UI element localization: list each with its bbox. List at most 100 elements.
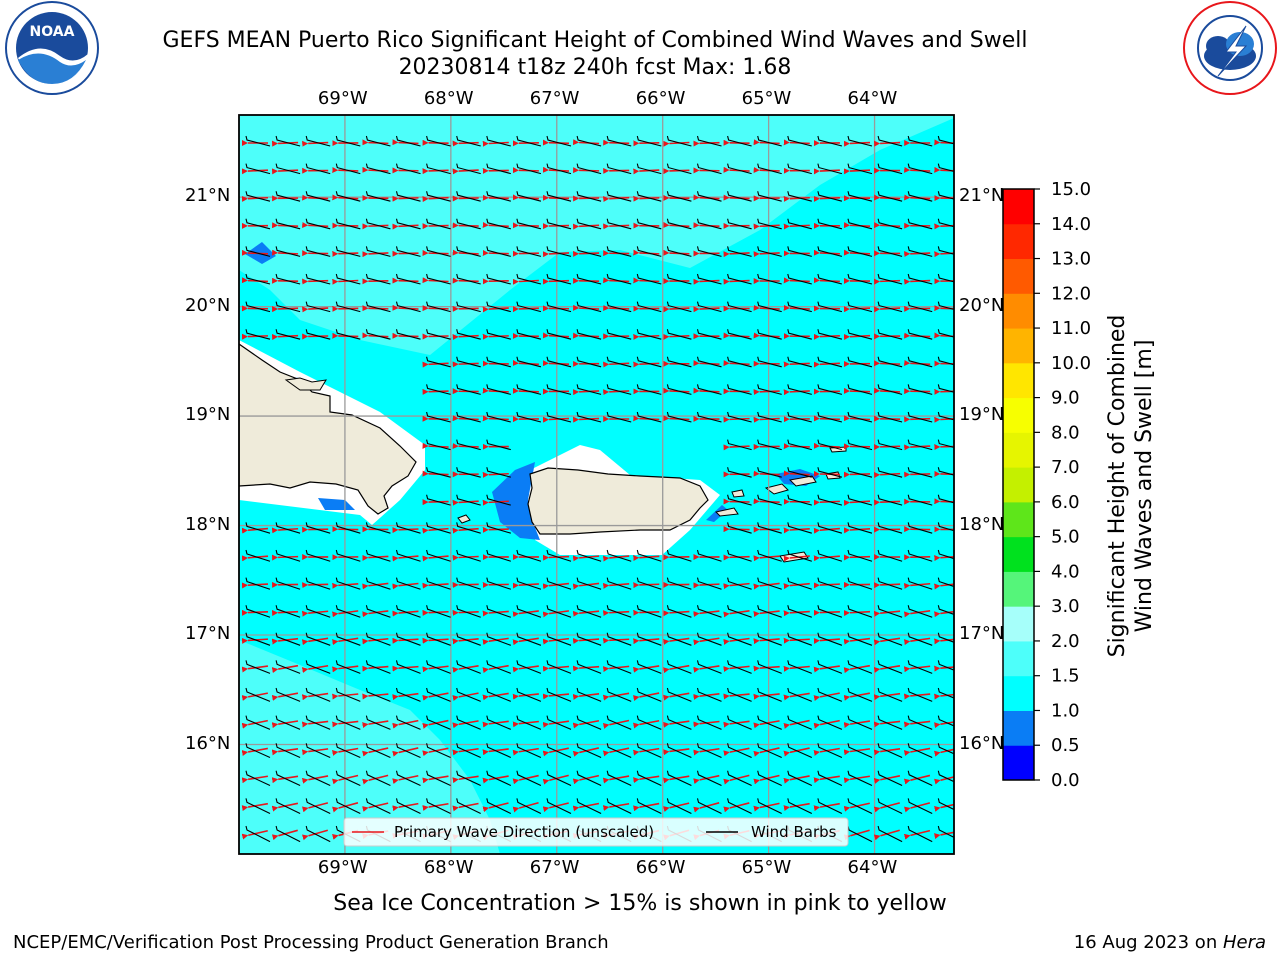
wind-barb — [395, 549, 421, 562]
wave-direction-arrow — [603, 610, 630, 617]
wind-barb — [907, 273, 933, 285]
wave-direction-arrow — [482, 775, 509, 784]
wind-barb — [817, 770, 843, 787]
wind-barb — [817, 743, 843, 758]
wind-barb — [757, 273, 782, 285]
wind-barb — [787, 715, 813, 730]
wind-barb — [395, 163, 421, 175]
wind-barb — [666, 687, 692, 702]
wind-barb — [877, 301, 903, 313]
wind-barb — [937, 770, 954, 783]
wave-direction-arrow — [813, 775, 840, 784]
wave-direction-arrow — [934, 803, 954, 812]
wind-barb — [937, 273, 954, 283]
colorbar-bin — [1003, 501, 1034, 538]
wave-direction-arrow — [934, 583, 954, 590]
wind-barb — [757, 798, 782, 815]
wind-barb — [666, 798, 692, 815]
wind-barb — [305, 798, 331, 815]
wind-barb — [727, 632, 752, 646]
wind-barb — [305, 135, 331, 147]
lat-left-tick: 19°N — [185, 404, 231, 426]
wind-barb — [305, 715, 331, 730]
wind-barb — [817, 191, 843, 202]
noaa-logo-text: NOAA — [30, 24, 75, 40]
wave-direction-arrow — [813, 747, 840, 756]
wind-barb — [456, 191, 481, 202]
wind-barb — [727, 577, 752, 590]
wind-barb — [727, 411, 752, 423]
wave-direction-arrow — [482, 664, 509, 674]
wave-direction-arrow — [512, 774, 539, 785]
contour-1.5-2.0-main — [239, 115, 954, 355]
wave-direction-arrow — [633, 747, 660, 756]
wave-direction-arrow — [241, 692, 268, 701]
colorbar-bin — [1003, 258, 1034, 294]
wind-barb — [877, 577, 903, 590]
wind-barb — [907, 384, 933, 395]
wave-direction-arrow — [934, 721, 954, 729]
wind-barb — [877, 687, 903, 702]
wave-direction-arrow — [783, 802, 810, 812]
wind-barb — [666, 632, 692, 646]
wave-direction-arrow — [693, 720, 720, 728]
wind-barb — [636, 549, 662, 562]
colorbar-tick-label: 11.0 — [1051, 318, 1091, 339]
wind-barb — [546, 549, 572, 562]
wind-barb — [606, 770, 632, 787]
wind-barb — [486, 687, 512, 702]
wind-barb — [666, 549, 692, 562]
wind-barb — [757, 632, 782, 646]
wind-barb — [546, 605, 572, 618]
wind-barb — [847, 467, 873, 478]
wind-barb — [486, 135, 511, 147]
wind-barb — [395, 329, 421, 340]
wind-barb — [817, 246, 843, 257]
wind-barb — [696, 687, 722, 702]
wind-barb — [847, 273, 873, 285]
wave-direction-arrow — [602, 802, 630, 811]
wave-direction-arrow — [241, 775, 269, 784]
wave-direction-arrow — [452, 638, 479, 645]
wind-barb — [877, 632, 903, 646]
wind-barb — [787, 577, 812, 590]
colorbar-bin — [1003, 467, 1034, 503]
wave-direction-arrow — [512, 693, 539, 700]
wind-barb — [606, 660, 632, 674]
wave-direction-arrow — [633, 692, 660, 701]
wave-direction-arrow — [241, 802, 268, 812]
wave-direction-arrow — [572, 719, 600, 729]
wind-barb — [727, 246, 752, 257]
wave-direction-arrow — [633, 802, 660, 812]
colorbar-bin — [1003, 397, 1034, 433]
wind-barb — [666, 660, 692, 674]
wave-direction-arrow — [693, 747, 720, 756]
wave-direction-arrow — [633, 638, 660, 645]
wind-barb — [636, 384, 662, 395]
wind-barb — [787, 467, 812, 478]
wave-direction-arrow — [610, 858, 629, 863]
wave-direction-arrow — [903, 747, 931, 756]
wind-barb — [847, 605, 873, 618]
wind-barb — [486, 577, 511, 590]
wind-barb — [275, 687, 301, 702]
wind-barb — [877, 191, 903, 202]
wave-direction-arrow — [783, 719, 810, 729]
wind-barb — [636, 273, 662, 285]
wind-barb — [937, 743, 954, 755]
wind-barb — [426, 135, 451, 147]
wind-barb — [546, 356, 572, 368]
wind-barb — [456, 577, 481, 590]
wave-direction-arrow — [693, 637, 720, 646]
wind-barb — [606, 191, 632, 202]
wave-direction-arrow — [843, 748, 871, 756]
wind-barb — [757, 246, 782, 257]
wave-direction-arrow — [903, 637, 931, 646]
footer-machine: Hera — [1222, 932, 1266, 953]
wave-direction-arrow — [572, 747, 600, 757]
wind-barb — [546, 687, 572, 702]
wind-barb — [486, 660, 511, 674]
wind-barb — [787, 411, 812, 423]
wind-barb — [456, 522, 481, 534]
lon-bottom-tick: 68°W — [423, 857, 474, 878]
